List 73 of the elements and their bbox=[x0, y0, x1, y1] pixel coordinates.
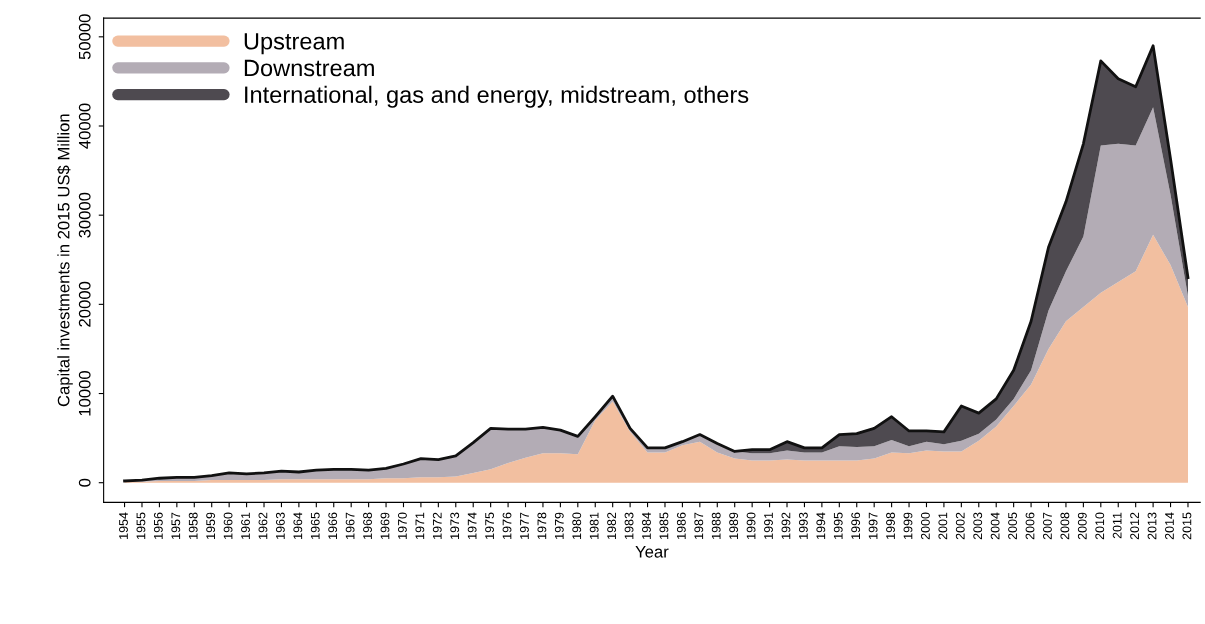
x-tick-label: 1985 bbox=[659, 512, 669, 539]
x-tick-label: 1977 bbox=[520, 512, 529, 539]
x-tick-label: 1998 bbox=[886, 512, 895, 539]
x-tick-label: 1972 bbox=[432, 512, 442, 539]
x-tick-label: 1971 bbox=[415, 512, 425, 539]
x-tick-label: 1958 bbox=[188, 512, 198, 539]
x-tick-label: 1968 bbox=[363, 512, 372, 539]
x-tick-label: 1999 bbox=[903, 512, 913, 539]
x-tick-label: 1983 bbox=[624, 512, 634, 539]
y-axis-title: Capital investments in 2015 US$ Million bbox=[57, 114, 73, 407]
x-tick-label: 2005 bbox=[1008, 512, 1017, 540]
x-tick-label: 1969 bbox=[380, 512, 390, 539]
x-tick-label: 2010 bbox=[1095, 512, 1105, 540]
legend-label: Downstream bbox=[244, 59, 374, 77]
x-tick-label: 1986 bbox=[676, 512, 686, 539]
x-tick-label: 1989 bbox=[729, 512, 739, 539]
x-tick-label: 1993 bbox=[798, 512, 808, 539]
x-tick-label: 1995 bbox=[833, 512, 843, 539]
x-tick-label: 1975 bbox=[485, 512, 494, 539]
y-tick-label: 0 bbox=[78, 478, 91, 487]
legend-label: Upstream bbox=[244, 33, 344, 55]
x-tick-label: 1963 bbox=[275, 512, 285, 539]
x-tick-label: 1979 bbox=[554, 512, 564, 539]
x-tick-label: 1960 bbox=[223, 512, 233, 539]
x-tick-label: 1970 bbox=[397, 512, 407, 539]
x-tick-label: 1959 bbox=[206, 512, 216, 539]
x-tick-label: 2001 bbox=[938, 512, 948, 540]
y-tick-label: 40000 bbox=[78, 103, 91, 149]
x-tick-label: 1997 bbox=[868, 512, 878, 539]
x-tick-label: 1957 bbox=[171, 512, 181, 539]
x-tick-label: 1956 bbox=[153, 512, 163, 539]
x-tick-label: 2003 bbox=[973, 512, 983, 540]
x-tick-label: 1955 bbox=[136, 512, 146, 539]
legend-label: International, gas and energy, midstream, others bbox=[245, 85, 749, 108]
x-tick-label: 1992 bbox=[781, 512, 791, 539]
x-tick-label: 2009 bbox=[1077, 512, 1087, 540]
x-tick-label: 2014 bbox=[1165, 512, 1174, 540]
x-tick-label: 1967 bbox=[345, 512, 355, 539]
x-tick-label: 1974 bbox=[467, 512, 477, 539]
x-tick-label: 1991 bbox=[764, 512, 773, 539]
y-tick-label: 50000 bbox=[78, 14, 91, 60]
x-tick-label: 1966 bbox=[328, 512, 338, 539]
x-tick-label: 1954 bbox=[119, 512, 128, 539]
x-axis-title: Year bbox=[635, 546, 669, 558]
y-tick-label: 20000 bbox=[78, 281, 91, 327]
x-tick-label: 2008 bbox=[1060, 512, 1070, 540]
x-tick-label: 1976 bbox=[502, 512, 512, 539]
x-tick-label: 1990 bbox=[746, 512, 756, 539]
x-tick-label: 2000 bbox=[920, 512, 930, 540]
y-tick-label: 10000 bbox=[78, 371, 91, 416]
x-tick-label: 1982 bbox=[607, 512, 617, 539]
x-tick-label: 2013 bbox=[1147, 512, 1157, 540]
x-tick-label: 2015 bbox=[1182, 512, 1192, 540]
x-tick-label: 1996 bbox=[851, 512, 861, 539]
x-tick-label: 1961 bbox=[241, 512, 250, 539]
x-tick-label: 2011 bbox=[1112, 512, 1122, 539]
y-tick-label: 30000 bbox=[78, 192, 91, 238]
x-tick-label: 2006 bbox=[1025, 512, 1035, 540]
x-tick-label: 2012 bbox=[1130, 512, 1140, 540]
x-tick-label: 1973 bbox=[450, 512, 460, 539]
x-tick-label: 2002 bbox=[955, 512, 965, 540]
x-tick-label: 1964 bbox=[293, 512, 303, 539]
x-tick-label: 1988 bbox=[711, 512, 721, 539]
x-tick-label: 1965 bbox=[310, 512, 320, 539]
x-tick-label: 2007 bbox=[1043, 512, 1052, 540]
x-tick-label: 1962 bbox=[258, 512, 268, 539]
x-tick-label: 1994 bbox=[816, 512, 826, 539]
x-tick-label: 1984 bbox=[642, 512, 651, 539]
x-tick-label: 1987 bbox=[694, 512, 704, 539]
x-tick-label: 1981 bbox=[589, 512, 599, 539]
x-tick-label: 1980 bbox=[572, 512, 582, 539]
x-tick-label: 1978 bbox=[537, 512, 547, 539]
x-tick-label: 2004 bbox=[990, 512, 1000, 540]
